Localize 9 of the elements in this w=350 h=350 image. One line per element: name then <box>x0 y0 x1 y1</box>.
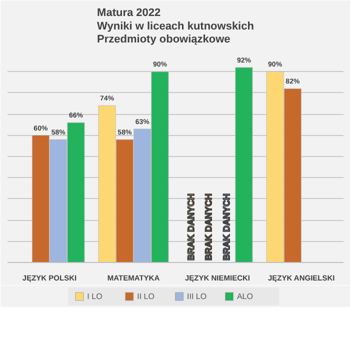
annotation: BRAK DANYCH <box>221 194 232 260</box>
annotation: BRAK DANYCH <box>186 194 196 260</box>
chart-title: Matura 2022 <box>97 7 161 20</box>
legend-label: I LO <box>87 292 102 301</box>
legend-label: III LO <box>187 292 207 301</box>
legend-label: II LO <box>137 292 154 301</box>
annotation: BRAK DANYCH <box>204 194 214 260</box>
legend-label: ALO <box>236 292 253 301</box>
chart-subtitle: Wyniki w liceach kutnowskich Przedmioty obowiązkowe <box>97 20 254 46</box>
